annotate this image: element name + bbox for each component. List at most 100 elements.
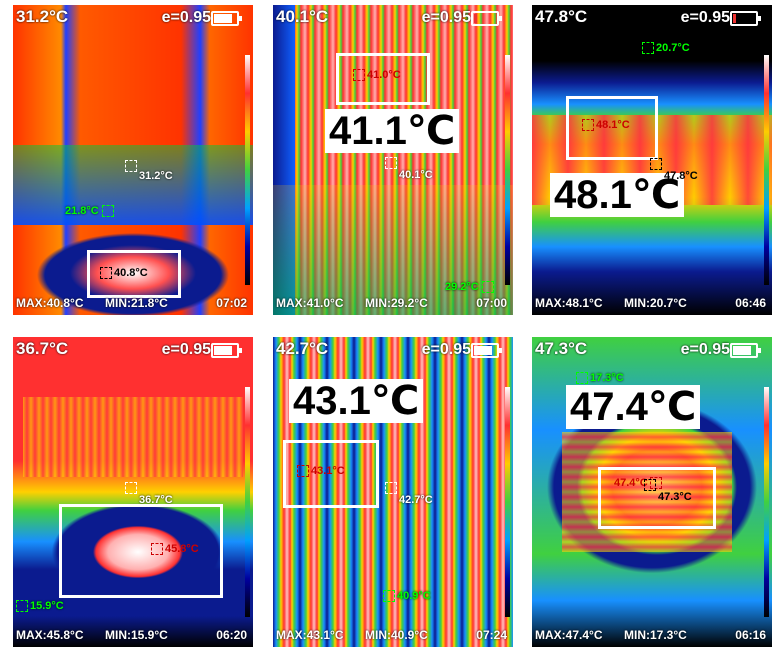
thermal-panel-5: 42.7°C e=0.95 43.1℃ 43.1°C 42.7°C 40.9°C… <box>273 337 513 647</box>
center-spot: 40.1°C <box>385 157 433 181</box>
min-temperature: MIN:21.8°C <box>105 296 168 310</box>
center-spot: 47.8°C <box>650 158 698 182</box>
max-spot: 40.8°C <box>100 267 148 280</box>
battery-icon <box>211 11 242 26</box>
center-spot: 47.3°C <box>644 479 692 503</box>
crosshair-icon <box>385 482 397 495</box>
color-scale-bar <box>245 55 250 285</box>
thermal-panel-4: 36.7°C e=0.95 36.7°C 45.8°C 15.9°C MAX:4… <box>13 337 253 647</box>
min-temperature: MIN:29.2°C <box>365 296 428 310</box>
min-spot: 20.7°C <box>642 42 690 55</box>
max-temperature: MAX:43.1°C <box>276 628 344 642</box>
status-bar: MAX:47.4°C MIN:17.3°C 06:16 <box>532 628 772 644</box>
max-temperature: MAX:41.0°C <box>276 296 344 310</box>
measurement-box <box>87 250 181 298</box>
crosshair-icon <box>16 600 28 613</box>
thermal-panel-1: 31.2°C e=0.95 31.2°C 21.8°C 40.8°C MAX:4… <box>13 5 253 315</box>
emissivity: e=0.95 <box>680 9 730 26</box>
crosshair-icon <box>481 281 494 294</box>
center-temperature: 47.8°C <box>535 7 588 26</box>
thermal-panel-2: 40.1°C e=0.95 41.0°C 41.1℃ 40.1°C 29.2°C… <box>273 5 513 315</box>
center-temperature: 40.1°C <box>276 7 329 26</box>
max-temperature: MAX:40.8°C <box>16 296 84 310</box>
timestamp: 06:16 <box>735 628 766 642</box>
emissivity: e=0.95 <box>421 9 471 26</box>
crosshair-icon <box>125 482 137 495</box>
color-scale-bar <box>505 55 510 285</box>
emissivity: e=0.95 <box>421 341 471 358</box>
max-spot: 41.0°C <box>353 69 401 82</box>
color-scale-bar <box>505 387 510 617</box>
min-temperature: MIN:15.9°C <box>105 628 168 642</box>
timestamp: 06:20 <box>216 628 247 642</box>
center-temperature: 42.7°C <box>276 339 329 358</box>
crosshair-icon <box>383 590 395 603</box>
crosshair-icon <box>125 160 137 173</box>
thermal-panel-3: 47.8°C e=0.95 20.7°C 48.1°C 48.1℃ 47.8°C… <box>532 5 772 315</box>
max-spot: 43.1°C <box>297 465 345 478</box>
temperature-callout: 41.1℃ <box>325 109 460 153</box>
max-spot: 48.1°C <box>582 119 630 132</box>
measurement-box <box>283 440 379 508</box>
thermal-panel-6: 47.3°C e=0.95 17.3°C 47.4℃ 47.4°C 47.3°C… <box>532 337 772 647</box>
timestamp: 07:24 <box>476 628 507 642</box>
measurement-box <box>566 96 658 160</box>
crosshair-icon <box>353 69 365 82</box>
max-temperature: MAX:48.1°C <box>535 296 603 310</box>
min-spot: 15.9°C <box>16 600 64 613</box>
temperature-callout: 48.1℃ <box>550 173 685 217</box>
battery-icon <box>211 343 242 358</box>
battery-icon <box>730 343 761 358</box>
color-scale-bar <box>245 387 250 617</box>
battery-icon <box>471 343 502 358</box>
crosshair-icon <box>101 205 114 218</box>
emissivity: e=0.95 <box>680 341 730 358</box>
center-temperature: 47.3°C <box>535 339 588 358</box>
timestamp: 07:02 <box>216 296 247 310</box>
min-spot: 40.9°C <box>383 590 431 603</box>
center-spot: 36.7°C <box>125 482 173 506</box>
color-scale-bar <box>764 387 769 617</box>
thermal-image-2 <box>273 5 513 315</box>
crosshair-icon <box>576 372 588 385</box>
center-spot: 31.2°C <box>125 160 173 182</box>
min-spot: 29.2°C <box>445 281 496 294</box>
min-temperature: MIN:17.3°C <box>624 628 687 642</box>
emissivity: e=0.95 <box>161 9 211 26</box>
temperature-callout: 47.4℃ <box>566 385 701 429</box>
max-spot: 45.8°C <box>151 543 199 556</box>
min-temperature: MIN:40.9°C <box>365 628 428 642</box>
measurement-box <box>59 504 223 598</box>
emissivity: e=0.95 <box>161 341 211 358</box>
battery-icon <box>730 11 761 26</box>
status-bar: MAX:48.1°C MIN:20.7°C 06:46 <box>532 296 772 312</box>
status-bar: MAX:45.8°C MIN:15.9°C 06:20 <box>13 628 253 644</box>
crosshair-icon <box>100 267 112 280</box>
crosshair-icon <box>297 465 309 478</box>
crosshair-icon <box>644 479 656 492</box>
status-bar: MAX:40.8°C MIN:21.8°C 07:02 <box>13 296 253 312</box>
status-bar: MAX:41.0°C MIN:29.2°C 07:00 <box>273 296 513 312</box>
color-scale-bar <box>764 55 769 285</box>
status-bar: MAX:43.1°C MIN:40.9°C 07:24 <box>273 628 513 644</box>
center-temperature: 36.7°C <box>16 339 69 358</box>
crosshair-icon <box>151 543 163 556</box>
max-temperature: MAX:45.8°C <box>16 628 84 642</box>
timestamp: 07:00 <box>476 296 507 310</box>
thermal-image-1 <box>13 5 253 315</box>
measurement-box <box>336 53 430 105</box>
measurement-box <box>598 467 716 529</box>
battery-icon <box>471 11 502 26</box>
crosshair-icon <box>642 42 654 55</box>
temperature-callout: 43.1℃ <box>289 379 424 423</box>
max-temperature: MAX:47.4°C <box>535 628 603 642</box>
crosshair-icon <box>582 119 594 132</box>
center-temperature: 31.2°C <box>16 7 69 26</box>
min-spot: 17.3°C <box>576 372 624 385</box>
center-spot: 42.7°C <box>385 482 433 506</box>
min-spot: 21.8°C <box>65 205 116 218</box>
crosshair-icon <box>650 158 662 171</box>
min-temperature: MIN:20.7°C <box>624 296 687 310</box>
crosshair-icon <box>385 157 397 170</box>
timestamp: 06:46 <box>735 296 766 310</box>
